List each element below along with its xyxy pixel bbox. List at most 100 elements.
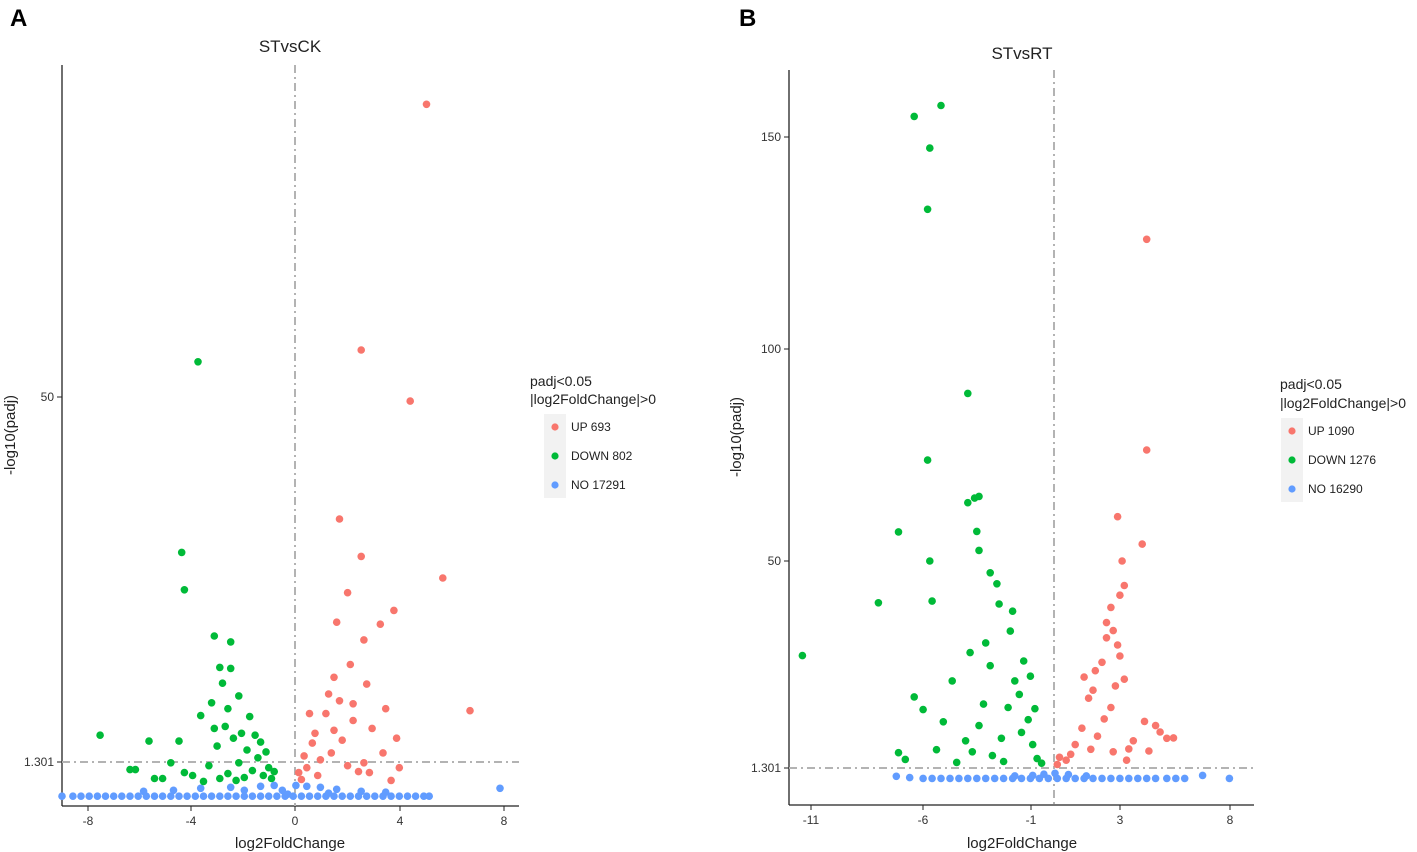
point-no-a-45: [425, 792, 434, 800]
point-down-a-35: [224, 769, 232, 778]
y-tick-label-a-50: 50: [41, 390, 55, 404]
point-no-b-0: [892, 772, 901, 781]
point-no-a-50: [226, 783, 235, 792]
y-axis-title-a: -log10(padj): [2, 395, 19, 475]
point-down-a-7: [218, 679, 227, 687]
point-up-a-27: [379, 749, 387, 757]
legend-key-down-a: [551, 452, 559, 460]
point-down-a-25: [205, 761, 213, 770]
point-up-b-9: [1109, 626, 1117, 635]
legend-title-line1-a: padj<0.05: [530, 373, 592, 389]
point-down-b-42: [1026, 672, 1035, 680]
point-down-b-13: [986, 569, 994, 577]
point-up-a-13: [330, 673, 338, 682]
point-up-b-36: [1055, 753, 1064, 762]
point-down-b-21: [966, 648, 974, 657]
point-no-a-42: [403, 792, 412, 800]
point-no-a-17: [199, 792, 208, 800]
point-up-a-18: [395, 763, 404, 772]
point-down-a-39: [256, 738, 265, 746]
point-up-b-32: [1109, 748, 1117, 756]
y-tick-label-b-100: 100: [761, 342, 781, 356]
point-no-a-44: [420, 792, 428, 800]
y-tick-label-b-50: 50: [768, 554, 782, 568]
point-no-a-35: [346, 792, 355, 800]
point-no-a-43: [411, 792, 420, 800]
point-down-b-4: [964, 389, 972, 398]
point-up-b-16: [1089, 686, 1097, 694]
point-down-b-28: [894, 748, 903, 757]
legend-label-down-a: DOWN 802: [571, 449, 633, 463]
point-up-b-18: [1151, 721, 1160, 730]
point-down-b-32: [975, 721, 983, 730]
point-up-a-12: [346, 660, 355, 669]
point-no-b-26: [1134, 774, 1142, 783]
point-down-a-30: [207, 699, 216, 707]
point-up-b-39: [1053, 760, 1062, 769]
point-no-b-3: [928, 774, 936, 783]
panel-label-a: A: [10, 5, 27, 32]
point-no-a-22: [240, 792, 249, 800]
point-no-a-61: [278, 786, 287, 795]
point-up-b-34: [1080, 673, 1088, 681]
point-up-b-7: [1107, 603, 1115, 612]
legend-key-no-b: [1288, 485, 1296, 493]
point-down-a-42: [270, 767, 279, 776]
point-no-a-26: [273, 792, 281, 800]
point-down-a-38: [216, 774, 224, 783]
point-up-b-6: [1116, 591, 1124, 599]
legend-label-up-b: UP 1090: [1308, 424, 1355, 438]
point-down-b-3: [923, 205, 932, 214]
point-up-b-27: [1078, 724, 1086, 732]
point-down-a-33: [267, 774, 276, 783]
x-tick-label-a-m4: -4: [186, 814, 197, 828]
point-up-a-30: [305, 709, 314, 718]
point-up-b-17: [1140, 717, 1149, 726]
point-down-a-16: [126, 765, 134, 774]
point-no-a-9: [134, 792, 142, 800]
point-up-a-20: [381, 704, 390, 713]
point-no-a-3: [85, 792, 93, 800]
point-down-b-45: [1017, 728, 1026, 737]
point-down-a-11: [237, 729, 246, 738]
x-axis-title-b: log2FoldChange: [967, 835, 1077, 852]
point-no-a-0: [58, 792, 66, 800]
point-no-b-36: [1028, 771, 1037, 780]
point-down-b-23: [1008, 607, 1017, 615]
point-no-b-7: [964, 774, 972, 783]
point-no-a-58: [381, 788, 390, 796]
point-no-b-2: [919, 774, 927, 783]
point-up-a-8: [332, 618, 341, 626]
point-no-a-53: [292, 781, 300, 790]
point-down-a-29: [245, 712, 254, 721]
point-down-a-26: [188, 771, 197, 780]
point-up-b-37: [1122, 756, 1131, 764]
point-down-b-10: [973, 527, 981, 536]
point-no-a-31: [313, 792, 322, 800]
point-up-a-25: [349, 716, 357, 725]
point-no-b-35: [1051, 769, 1059, 778]
point-down-b-31: [952, 758, 961, 767]
legend-label-no-b: NO 16290: [1308, 482, 1363, 496]
point-up-b-13: [1098, 658, 1106, 667]
point-no-a-23: [248, 792, 257, 800]
point-no-a-29: [297, 792, 306, 800]
point-up-b-31: [1066, 750, 1075, 759]
data-points-a: [58, 100, 504, 800]
point-no-a-57: [357, 787, 366, 796]
point-no-b-6: [955, 774, 963, 783]
point-down-a-43: [210, 724, 219, 733]
point-no-b-24: [1116, 774, 1124, 783]
point-up-a-32: [324, 690, 333, 698]
point-down-b-33: [997, 734, 1006, 743]
point-down-b-44: [979, 700, 988, 708]
point-down-a-18: [150, 774, 159, 783]
point-down-a-20: [229, 734, 238, 742]
point-down-a-17: [131, 765, 140, 774]
point-down-b-46: [1031, 704, 1039, 713]
legend-label-no-a: NO 17291: [571, 478, 626, 492]
point-no-a-40: [387, 792, 395, 800]
point-no-b-4: [937, 774, 945, 783]
point-no-a-8: [126, 792, 134, 800]
point-down-b-16: [995, 600, 1003, 608]
